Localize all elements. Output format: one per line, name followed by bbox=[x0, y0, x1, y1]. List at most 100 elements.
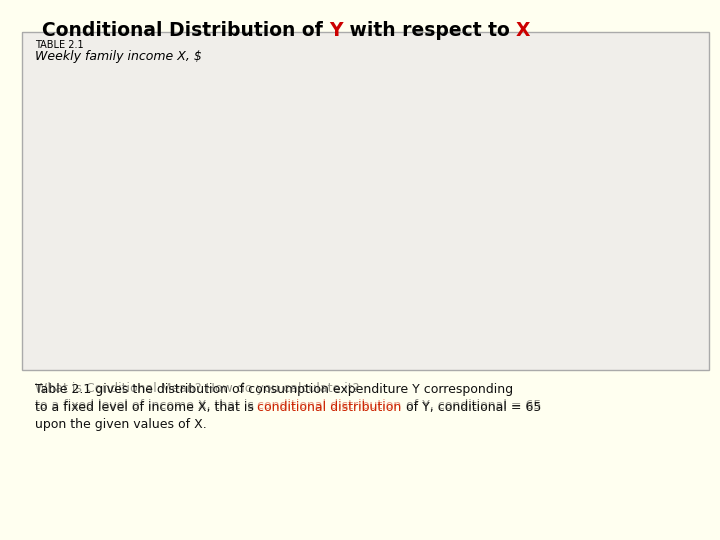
Text: 110: 110 bbox=[387, 188, 408, 198]
Bar bbox=[22, 151, 142, 179]
Bar bbox=[539, 262, 595, 289]
Text: Table 2.1 gives the distribution of consumption expenditure Y corresponding: Table 2.1 gives the distribution of cons… bbox=[35, 383, 513, 396]
Text: to a fixed level of income X, that is: to a fixed level of income X, that is bbox=[35, 401, 258, 414]
Text: 84: 84 bbox=[276, 160, 291, 170]
Text: 80: 80 bbox=[333, 132, 348, 143]
Bar bbox=[256, 289, 312, 317]
Bar bbox=[652, 262, 709, 289]
Text: 94: 94 bbox=[276, 215, 291, 225]
Text: 103: 103 bbox=[330, 215, 351, 225]
Text: 70: 70 bbox=[163, 215, 177, 225]
Text: upon the given values of X.: upon the given values of X. bbox=[35, 418, 207, 431]
Text: 135: 135 bbox=[557, 132, 578, 143]
Bar bbox=[256, 234, 312, 262]
Bar bbox=[652, 179, 709, 207]
Bar bbox=[426, 234, 482, 262]
Text: 100: 100 bbox=[215, 91, 239, 104]
Text: 220: 220 bbox=[555, 91, 580, 104]
Text: 707: 707 bbox=[330, 332, 351, 342]
Bar bbox=[426, 206, 482, 234]
Bar bbox=[595, 262, 652, 289]
Bar bbox=[369, 234, 426, 262]
Text: 678: 678 bbox=[387, 332, 408, 342]
Text: 189: 189 bbox=[613, 271, 635, 281]
Text: 102: 102 bbox=[387, 132, 408, 143]
Text: 325: 325 bbox=[160, 332, 181, 342]
Text: 108: 108 bbox=[330, 243, 351, 253]
Bar bbox=[539, 318, 595, 356]
Bar bbox=[369, 151, 426, 179]
Bar bbox=[22, 71, 142, 124]
Bar bbox=[426, 262, 482, 289]
Text: 145: 145 bbox=[613, 160, 634, 170]
Text: 144: 144 bbox=[500, 215, 521, 225]
Bar bbox=[256, 179, 312, 207]
Bar bbox=[312, 71, 369, 124]
Bar bbox=[426, 124, 482, 151]
Text: 750: 750 bbox=[444, 332, 464, 342]
Text: 152: 152 bbox=[557, 215, 578, 225]
Text: 95: 95 bbox=[333, 188, 348, 198]
Text: 180: 180 bbox=[670, 243, 691, 253]
Text: –: – bbox=[168, 271, 173, 281]
Bar bbox=[652, 318, 709, 356]
Text: –: – bbox=[621, 299, 627, 308]
Text: 65: 65 bbox=[163, 188, 177, 198]
Bar bbox=[369, 262, 426, 289]
Text: –: – bbox=[168, 299, 173, 308]
Bar bbox=[199, 179, 256, 207]
Text: to a fixed level of income X, that is: to a fixed level of income X, that is bbox=[35, 399, 258, 412]
Text: 165: 165 bbox=[613, 215, 634, 225]
Text: 200: 200 bbox=[498, 91, 523, 104]
Bar bbox=[595, 289, 652, 317]
Bar bbox=[426, 71, 482, 124]
Text: 445: 445 bbox=[273, 332, 294, 342]
Text: 140: 140 bbox=[444, 271, 464, 281]
Bar bbox=[22, 262, 142, 289]
Bar bbox=[256, 151, 312, 179]
Text: X: X bbox=[516, 21, 530, 39]
Text: 90: 90 bbox=[276, 188, 291, 198]
Text: 70: 70 bbox=[220, 160, 234, 170]
Bar bbox=[652, 151, 709, 179]
Bar bbox=[595, 151, 652, 179]
Bar bbox=[369, 206, 426, 234]
Text: –: – bbox=[451, 299, 456, 308]
Text: 140: 140 bbox=[500, 188, 521, 198]
Bar bbox=[539, 179, 595, 207]
Text: Total: Total bbox=[68, 330, 96, 343]
Bar bbox=[426, 151, 482, 179]
Text: 120: 120 bbox=[444, 188, 464, 198]
Bar bbox=[539, 124, 595, 151]
Bar bbox=[256, 71, 312, 124]
Text: 88: 88 bbox=[220, 271, 234, 281]
Bar bbox=[199, 206, 256, 234]
Bar bbox=[312, 151, 369, 179]
Bar bbox=[652, 71, 709, 124]
Bar bbox=[312, 124, 369, 151]
Text: 115: 115 bbox=[444, 160, 464, 170]
Bar bbox=[482, 234, 539, 262]
Text: X→: X→ bbox=[120, 75, 135, 85]
Text: 80: 80 bbox=[162, 91, 179, 104]
Text: 60: 60 bbox=[163, 160, 177, 170]
Bar bbox=[426, 179, 482, 207]
Text: 240: 240 bbox=[612, 91, 636, 104]
Text: 74: 74 bbox=[220, 188, 234, 198]
Bar bbox=[256, 262, 312, 289]
Bar bbox=[539, 234, 595, 262]
Text: 185: 185 bbox=[670, 271, 691, 281]
Text: 98: 98 bbox=[276, 243, 291, 253]
Text: conditional distribution: conditional distribution bbox=[258, 399, 402, 412]
Bar bbox=[539, 289, 595, 317]
Bar bbox=[369, 124, 426, 151]
Bar bbox=[256, 206, 312, 234]
Text: 79: 79 bbox=[276, 132, 291, 143]
Text: –: – bbox=[508, 271, 513, 281]
Text: 130: 130 bbox=[444, 215, 464, 225]
Bar bbox=[482, 289, 539, 317]
Bar bbox=[256, 124, 312, 151]
Bar bbox=[482, 318, 539, 356]
Text: 118: 118 bbox=[387, 243, 408, 253]
Bar bbox=[199, 234, 256, 262]
